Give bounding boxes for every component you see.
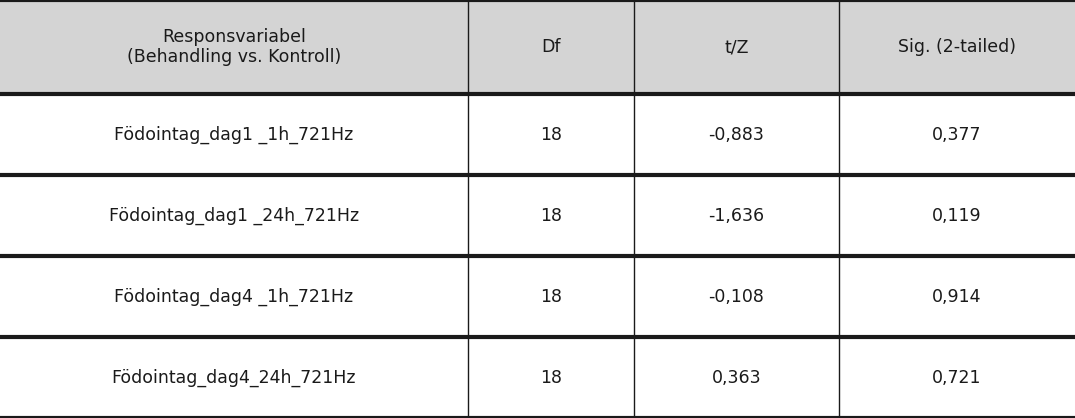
- Text: 0,363: 0,363: [712, 369, 761, 387]
- Text: 18: 18: [540, 125, 562, 143]
- Text: Födointag_dag1 _24h_721Hz: Födointag_dag1 _24h_721Hz: [109, 206, 359, 224]
- Text: 0,377: 0,377: [932, 125, 981, 143]
- Bar: [634, 337, 838, 418]
- Text: 0,119: 0,119: [932, 206, 981, 224]
- Bar: [634, 94, 838, 175]
- Text: 18: 18: [540, 288, 562, 306]
- Text: Responsvariabel
(Behandling vs. Kontroll): Responsvariabel (Behandling vs. Kontroll…: [127, 28, 341, 66]
- Bar: [634, 175, 838, 256]
- Text: Födointag_dag4 _1h_721Hz: Födointag_dag4 _1h_721Hz: [114, 288, 354, 306]
- Text: Födointag_dag1 _1h_721Hz: Födointag_dag1 _1h_721Hz: [114, 125, 354, 144]
- Bar: [0, 0, 468, 94]
- Bar: [468, 94, 634, 175]
- Text: 0,721: 0,721: [932, 369, 981, 387]
- Bar: [838, 0, 1075, 94]
- Text: 18: 18: [540, 369, 562, 387]
- Text: -1,636: -1,636: [708, 206, 764, 224]
- Text: -0,108: -0,108: [708, 288, 764, 306]
- Text: Födointag_dag4_24h_721Hz: Födointag_dag4_24h_721Hz: [112, 368, 356, 387]
- Text: Sig. (2-tailed): Sig. (2-tailed): [898, 38, 1016, 56]
- Bar: [0, 175, 468, 256]
- Text: 0,914: 0,914: [932, 288, 981, 306]
- Bar: [468, 337, 634, 418]
- Bar: [838, 256, 1075, 337]
- Bar: [0, 256, 468, 337]
- Bar: [0, 337, 468, 418]
- Bar: [634, 0, 838, 94]
- Bar: [838, 337, 1075, 418]
- Bar: [838, 175, 1075, 256]
- Text: 18: 18: [540, 206, 562, 224]
- Text: Df: Df: [541, 38, 561, 56]
- Bar: [468, 256, 634, 337]
- Bar: [468, 175, 634, 256]
- Bar: [838, 94, 1075, 175]
- Text: -0,883: -0,883: [708, 125, 764, 143]
- Bar: [0, 94, 468, 175]
- Bar: [468, 0, 634, 94]
- Bar: [634, 256, 838, 337]
- Text: t/Z: t/Z: [725, 38, 748, 56]
